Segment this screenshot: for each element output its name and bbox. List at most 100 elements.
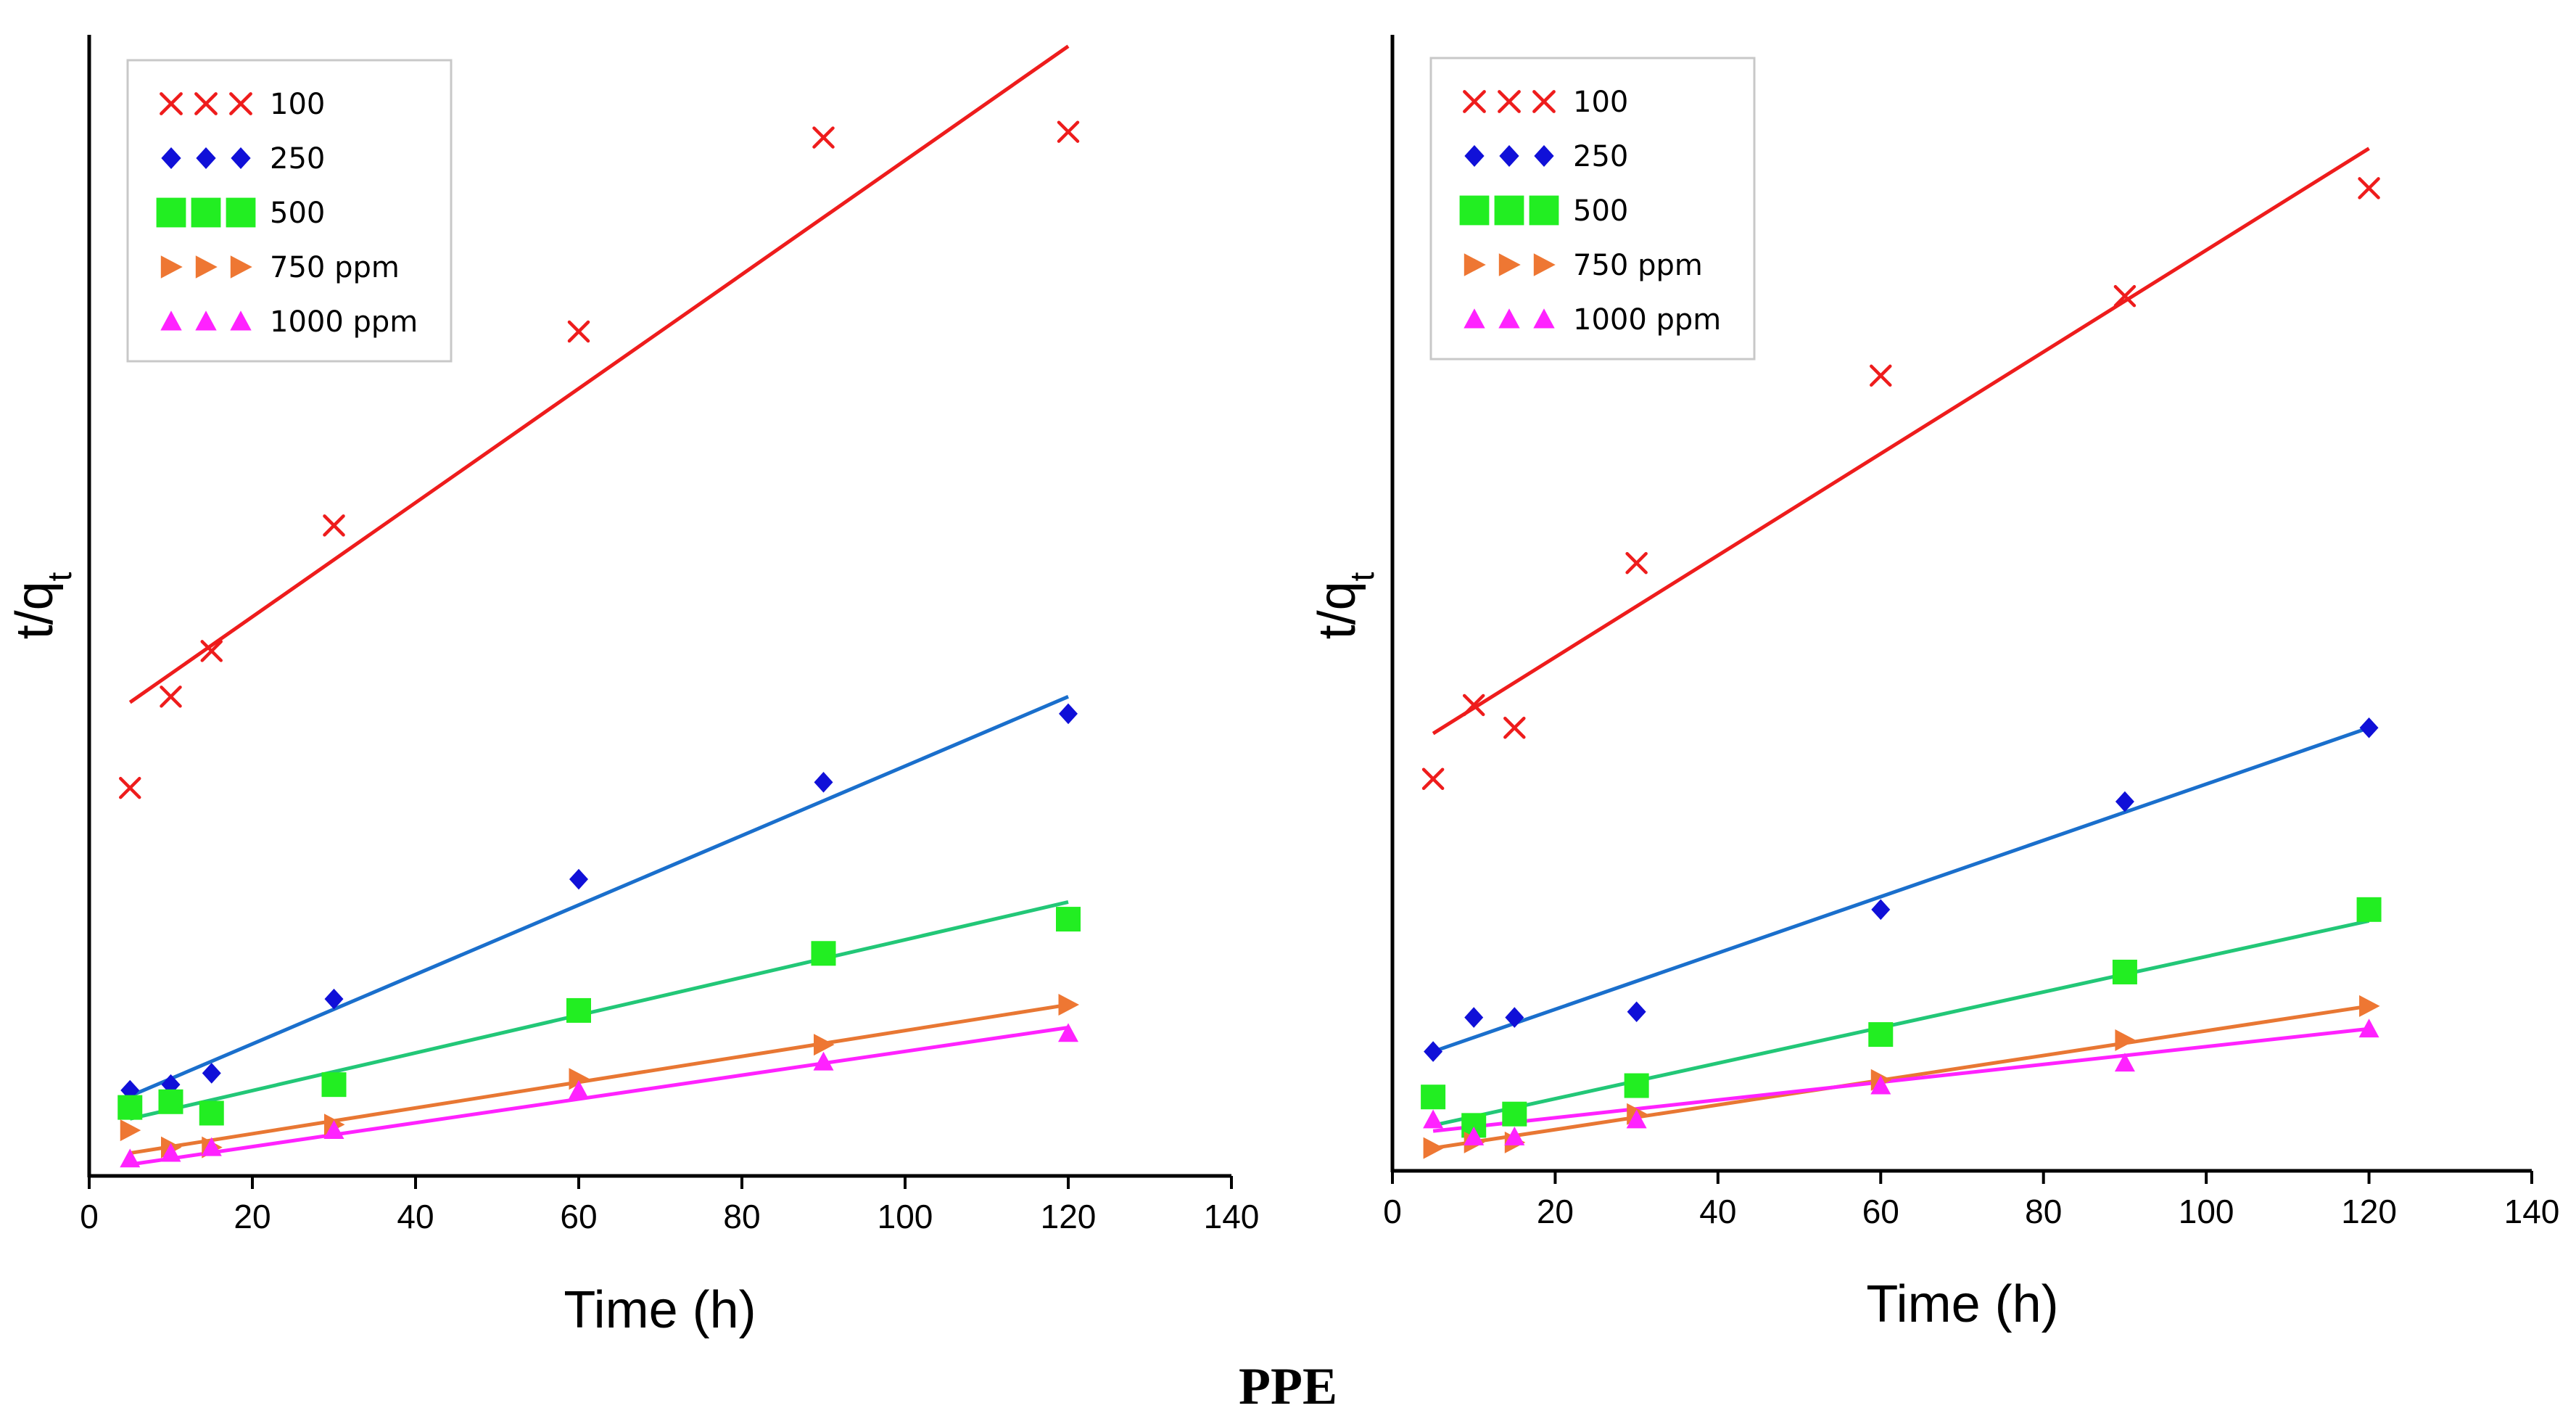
trendline-250	[129, 695, 1069, 1098]
legend-marker	[160, 92, 183, 115]
data-point	[1423, 1137, 1445, 1159]
data-point	[566, 997, 591, 1023]
legend-marker	[1534, 144, 1554, 168]
data-point	[1059, 703, 1078, 725]
data-point	[1464, 1127, 1485, 1145]
legend-marker	[196, 147, 216, 170]
data-point	[1871, 899, 1891, 921]
legend-marker	[195, 255, 218, 279]
x-tick-label: 0	[80, 1198, 99, 1235]
data-point	[1870, 364, 1892, 387]
data-point	[811, 941, 836, 966]
y-axis-title: t/qt	[6, 572, 78, 639]
data-point	[199, 1100, 224, 1126]
data-point	[2113, 284, 2137, 308]
legend-entry: 750 ppm	[160, 251, 400, 284]
data-point	[569, 868, 588, 890]
x-tick-label: 40	[397, 1198, 434, 1235]
data-point	[1626, 1109, 1647, 1129]
legend-label: 750 ppm	[270, 251, 400, 284]
legend-entry: 1000 ppm	[160, 305, 418, 339]
x-tick-label: 140	[1204, 1198, 1260, 1235]
series-100	[1421, 177, 2380, 790]
data-point	[1505, 1007, 1524, 1028]
legend-entry: 250	[1464, 140, 1628, 173]
legend-entry: 250	[161, 142, 325, 176]
trendline-250	[1432, 725, 2370, 1053]
legend-marker	[1532, 90, 1556, 113]
data-point	[323, 514, 345, 537]
legend-marker	[229, 92, 252, 115]
legend-marker	[1533, 308, 1555, 329]
legend-marker	[1459, 195, 1490, 226]
legend-label: 500	[270, 197, 325, 230]
data-point	[2359, 995, 2380, 1017]
data-point	[1464, 1007, 1484, 1028]
trendline-100	[1432, 147, 2370, 736]
data-point	[1627, 1001, 1646, 1023]
series-100	[119, 120, 1080, 799]
data-point	[120, 1119, 141, 1142]
data-point	[1057, 120, 1080, 143]
legend-label: 250	[1573, 140, 1628, 173]
legend-entry: 500	[156, 197, 325, 230]
x-tick-label: 80	[2025, 1193, 2062, 1230]
data-point	[321, 1072, 347, 1098]
data-point	[1625, 551, 1648, 575]
series-250	[1424, 717, 2379, 1062]
data-point	[2359, 717, 2379, 738]
legend-label: 100	[1573, 86, 1628, 119]
legend-marker	[1499, 144, 1519, 168]
data-point	[2115, 1029, 2136, 1051]
legend-marker	[160, 310, 182, 331]
data-point	[814, 772, 833, 793]
data-point	[117, 1095, 143, 1120]
data-point	[2356, 897, 2382, 922]
legend-marker	[226, 197, 256, 228]
x-tick-label: 100	[878, 1198, 933, 1235]
trendline-750-ppm	[129, 1003, 1069, 1156]
data-point	[201, 1137, 222, 1156]
data-point	[1421, 767, 1445, 790]
data-point	[200, 640, 223, 662]
trendline-500	[129, 900, 1069, 1121]
legend-label: 1000 ppm	[270, 305, 418, 339]
data-point	[569, 1068, 590, 1090]
legend-marker	[1464, 253, 1486, 276]
legend-marker	[160, 255, 183, 279]
x-tick-label: 120	[2341, 1193, 2397, 1230]
data-point	[2114, 1053, 2135, 1072]
x-tick-label: 60	[1862, 1193, 1899, 1230]
legend-marker	[230, 310, 252, 331]
data-point	[324, 988, 344, 1010]
legend-label: 250	[270, 142, 325, 176]
y-axis-title: t/qt	[1308, 572, 1381, 639]
data-point	[1624, 1073, 1649, 1098]
trendline-1000-ppm	[1432, 1026, 2369, 1133]
data-point	[1868, 1022, 1894, 1048]
data-point	[323, 1120, 344, 1139]
data-point	[1423, 1109, 1444, 1129]
data-point	[567, 320, 590, 343]
x-axis-title: Time (h)	[1866, 1275, 2058, 1333]
series-1000-ppm	[120, 1023, 1078, 1168]
legend-label: 1000 ppm	[1573, 303, 1721, 337]
data-point	[1424, 1041, 1443, 1062]
data-point	[2358, 1018, 2379, 1038]
chart-right: 0 20 40 60 80 100 120 140 Time (h) t/qt 100 250 500 7…	[1308, 35, 2559, 1333]
legend-marker	[1494, 195, 1524, 226]
data-point	[1056, 907, 1081, 932]
x-tick-label: 140	[2504, 1193, 2560, 1230]
data-point	[2112, 959, 2137, 984]
data-point	[1058, 994, 1079, 1016]
series-500	[117, 907, 1081, 1126]
legend-marker	[231, 147, 251, 170]
data-point	[569, 1080, 589, 1099]
legend-marker	[194, 92, 218, 115]
data-point	[813, 1051, 834, 1071]
series-1000-ppm	[1423, 1018, 2379, 1145]
legend-marker	[195, 310, 217, 331]
data-point	[202, 1063, 221, 1084]
trendline-500	[1432, 919, 2370, 1127]
legend-label: 100	[270, 88, 325, 121]
